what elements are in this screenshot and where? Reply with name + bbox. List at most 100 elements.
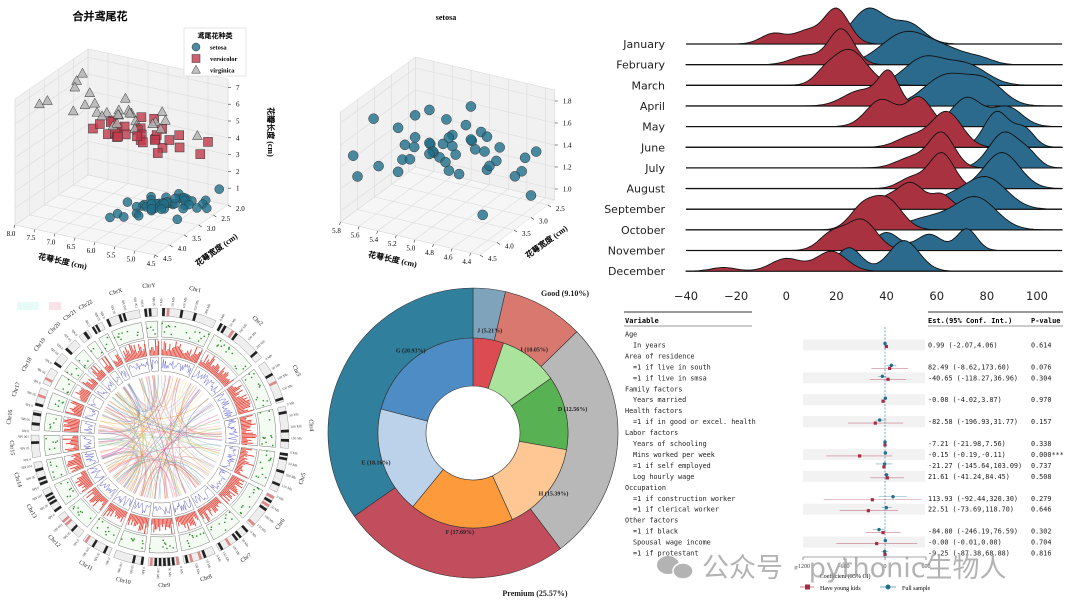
position-tick: 150 Mb [193,299,200,311]
setosa-point [443,132,455,143]
cytoband [163,557,166,566]
bar [92,489,98,495]
bar [154,339,157,356]
y-tick-label: 3.5 [522,230,531,238]
line-track [109,370,124,386]
bar [181,352,184,358]
bar [231,476,240,482]
bar [95,494,103,502]
scatter-track [178,527,210,552]
gridline [14,157,89,209]
bar [80,471,86,475]
scatter-dot [270,436,273,439]
bar [102,503,113,517]
x-tick [33,229,36,233]
position-tick: 50 Mb [288,462,298,468]
scatter-dot [220,345,223,348]
position-tick: 50 Mb [93,552,101,562]
watermark: 公众号 · pythonic生物人 [657,553,1007,584]
bar [67,459,82,464]
scatter-track [47,392,68,413]
bar [92,493,102,503]
bar [202,506,207,511]
scatter-dot [218,523,220,525]
z-tick-label: 4 [236,134,240,142]
position-tick: 100 Mb [121,299,128,311]
scatter-dot [108,530,110,533]
bar [241,439,252,441]
bar [214,497,220,504]
scatter-dot [54,403,57,406]
bar [88,378,97,386]
table-row: =1 if live in smsa -40.65 (-118.27,36.96)… [633,372,1051,384]
scatter-dot [231,518,233,520]
link-chord [180,383,222,435]
inner-ring-label: I (10.05%) [520,346,547,353]
position-tick: 50 Mb [50,347,60,356]
cytoband [279,452,288,457]
bar [193,511,199,521]
z-tick-label: 1.6 [563,120,572,128]
line-track [126,357,150,378]
gridline [14,224,156,256]
setosa-point [392,166,404,178]
ideogram [215,524,249,552]
cytoband [216,323,223,332]
virginica-point [71,75,83,85]
bar [169,518,173,535]
bar [184,350,189,360]
scatter-dot [45,437,47,440]
bar [73,452,80,455]
line-series [111,376,119,383]
bar [241,440,248,443]
z-tick-label: 3 [236,151,240,159]
versicolor-point [132,131,142,142]
bar [124,346,131,361]
setosa-point [373,160,384,172]
bar [99,499,109,511]
bar [74,444,79,447]
scatter-dot [60,482,62,485]
x-tick-label: 20 [829,289,844,303]
z-tick-label: 1.2 [563,164,572,172]
line-series [222,446,237,468]
x-tick-label: 4.6 [444,253,453,261]
bar [97,372,104,379]
bar [67,448,79,452]
kids-estimate-marker [885,476,889,480]
bar [187,349,192,360]
bar [241,431,247,433]
bar [236,401,250,408]
setosa-point [530,146,542,157]
x-tick-label: -1200 [796,564,810,570]
line-series [82,436,92,449]
scatter-dot [96,527,99,529]
variable-label: Other factors [625,517,678,525]
iris-combined-title: 合并鸢尾花 [73,9,128,23]
scatter-dot [105,343,108,346]
line-series [129,361,149,371]
bar [133,350,137,359]
line-series [84,452,97,465]
scatter-dot [172,547,175,549]
setosa-point [424,104,435,116]
bar [238,459,249,464]
bar [176,346,180,357]
gridline [87,73,229,105]
bar [85,482,93,488]
legend-have-young-kids: Have young kids [820,586,861,592]
chromosome-label: Chr17 [11,381,21,397]
kids-estimate-marker [882,465,886,469]
scatter-dot [164,543,167,546]
bar [73,456,81,460]
bar [177,343,182,358]
bar [104,356,114,370]
estimate-value: -9.25 (-87.38,68.88) [928,550,1010,558]
bar [102,498,107,502]
bar [123,511,128,518]
scatter-dot [198,331,201,334]
p-value: 0.338 [1031,440,1051,448]
full-estimate-marker [889,363,894,368]
chromosome-label: Chr10 [115,577,131,587]
bar [233,394,247,402]
